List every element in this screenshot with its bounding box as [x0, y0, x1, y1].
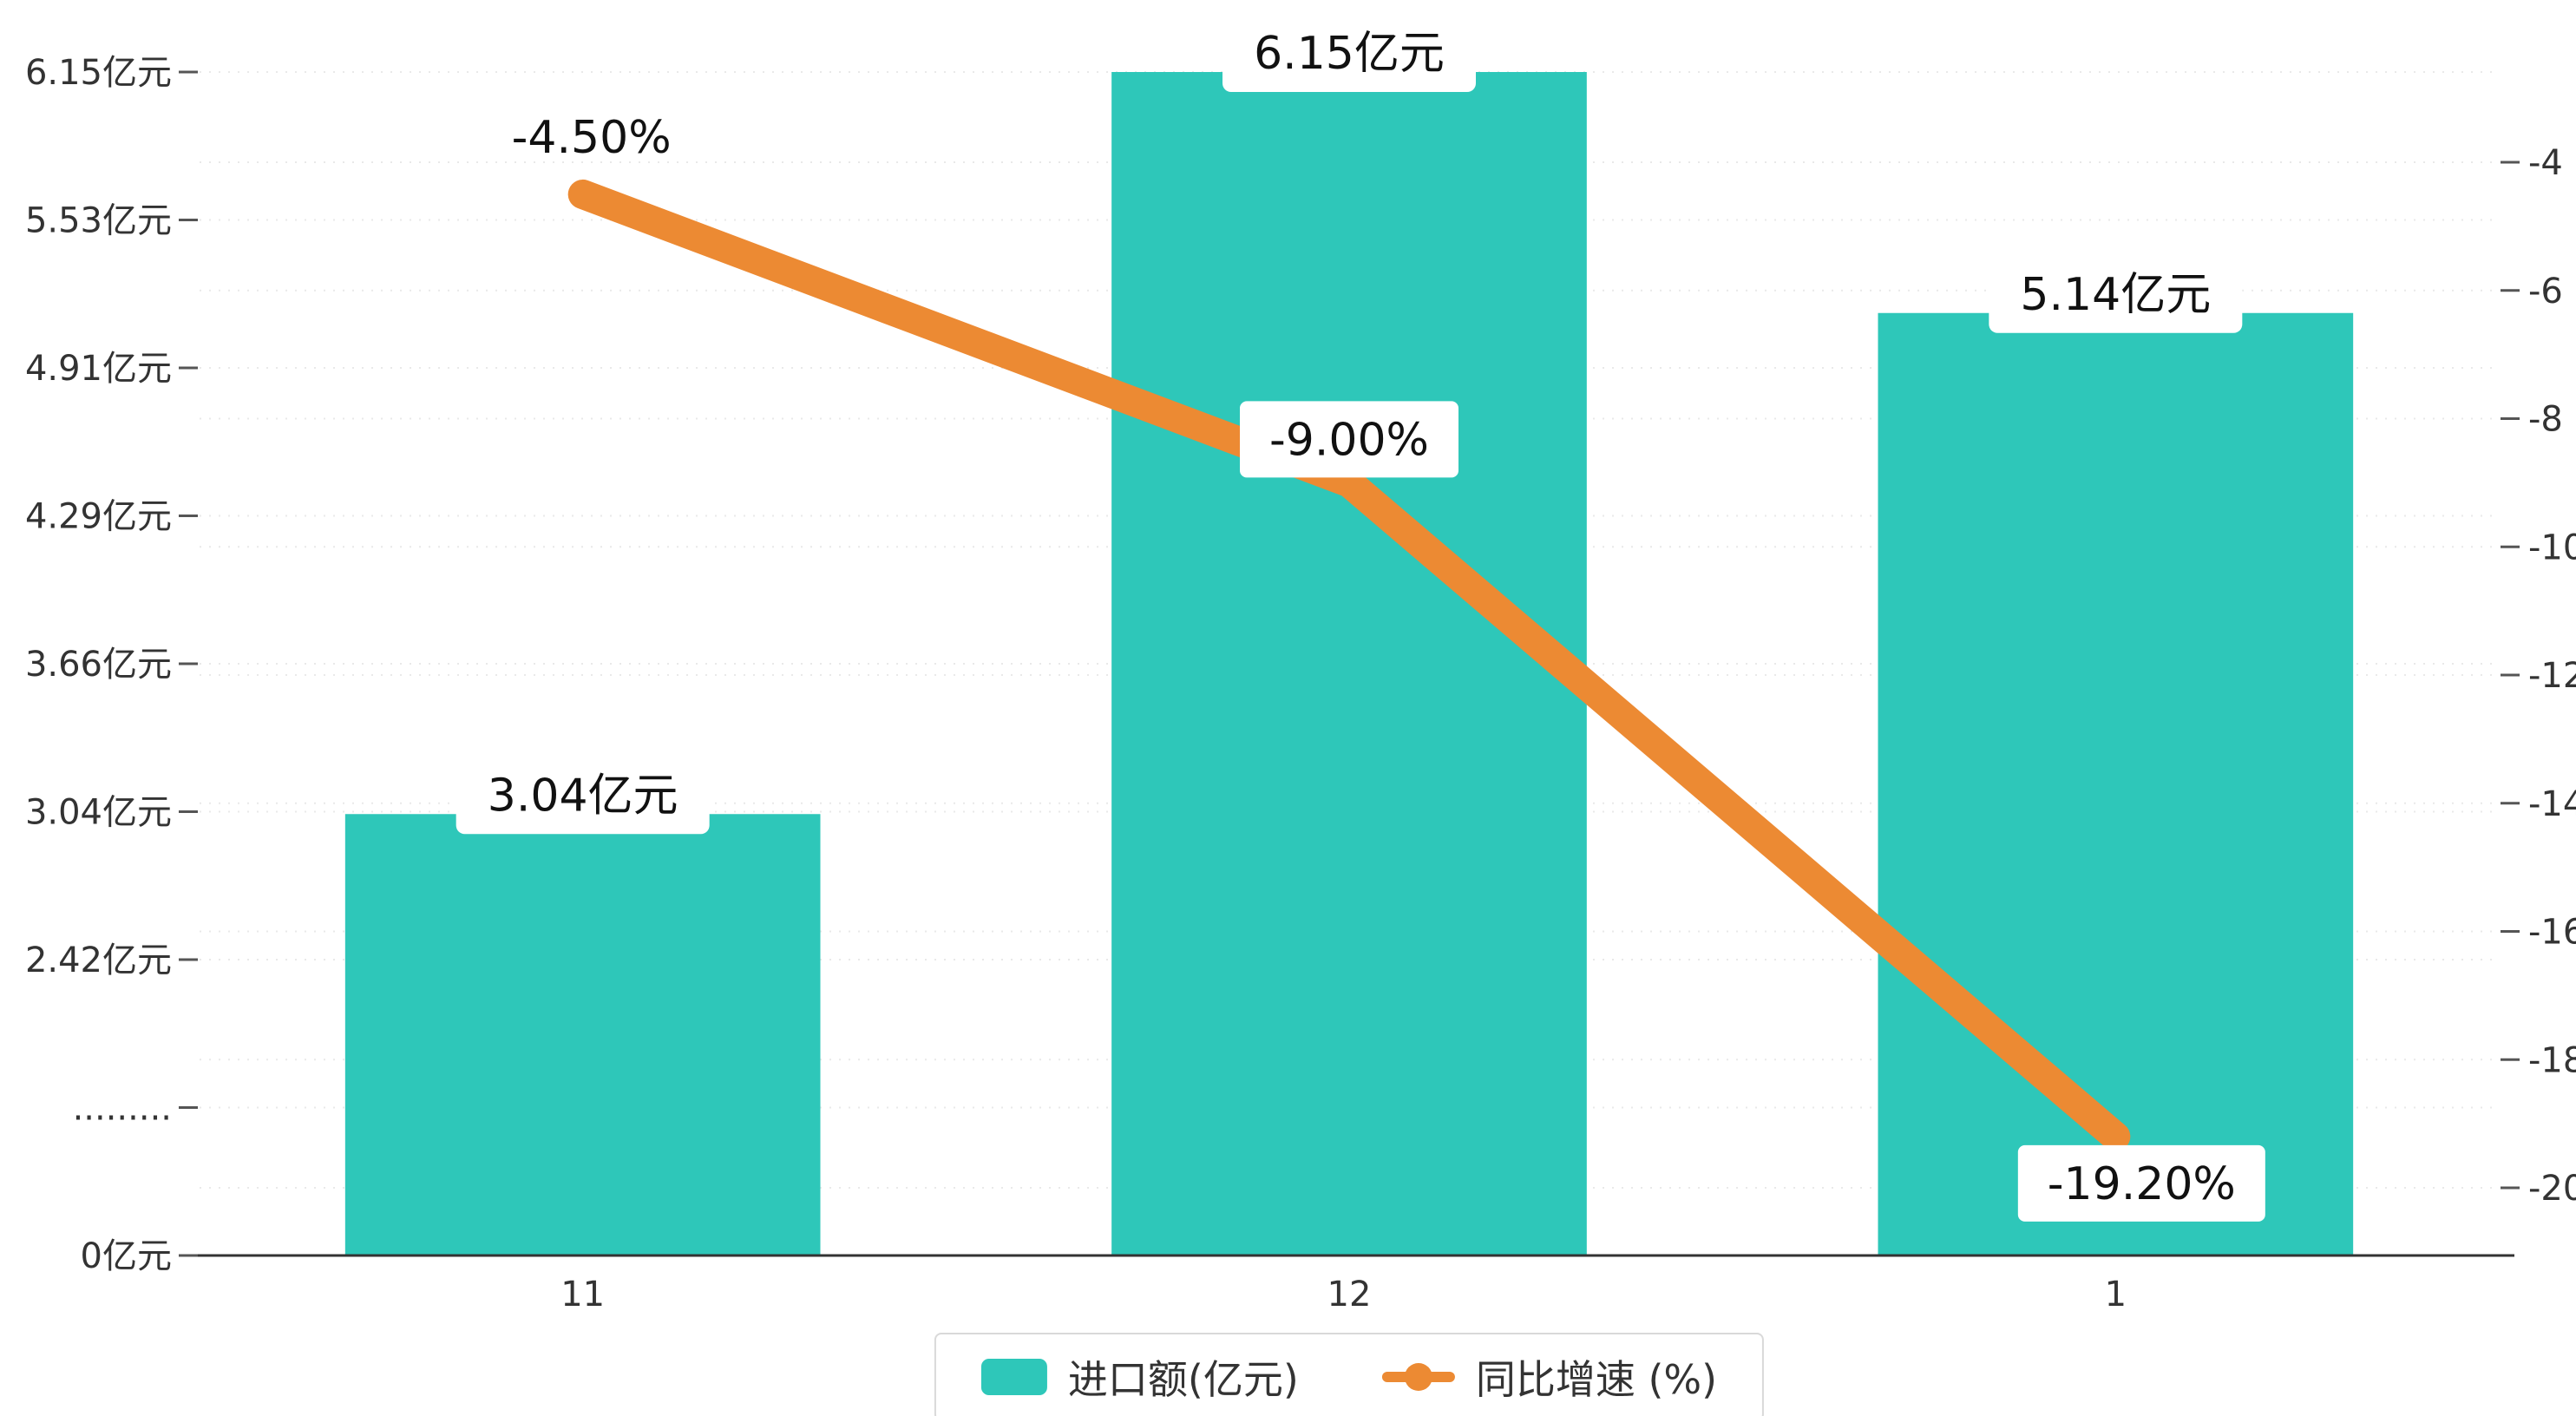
x-axis-tick-label: 1	[2105, 1275, 2127, 1314]
y-axis-left-tick-label: 6.15亿元	[25, 53, 172, 93]
bar-value-label: 5.14亿元	[2020, 269, 2211, 321]
y-axis-left-tick-label: 5.53亿元	[25, 201, 172, 241]
y-axis-right-tick-label: -18	[2528, 1040, 2576, 1080]
y-axis-right-tick-label: -14	[2528, 784, 2576, 824]
legend: 进口额(亿元) 同比增速 (%)	[934, 1333, 1765, 1416]
y-axis-right-tick-label: -20	[2528, 1169, 2576, 1209]
legend-item-growth[interactable]: 同比增速 (%)	[1381, 1348, 1718, 1406]
y-axis-left-tick-label: 0亿元	[81, 1236, 172, 1276]
y-axis-left-tick-label: .........	[73, 1089, 172, 1129]
bar-month-11[interactable]	[344, 814, 821, 1255]
bar-value-label: 3.04亿元	[488, 770, 678, 822]
line-value-label-box	[1240, 401, 1458, 478]
y-axis-left-tick-label: 2.42亿元	[25, 941, 172, 980]
legend-line-dot-icon	[1404, 1363, 1432, 1391]
legend-label-growth: 同比增速 (%)	[1475, 1356, 1718, 1403]
y-axis-left-tick-label: 4.91亿元	[25, 349, 172, 389]
growth-rate-line[interactable]	[567, 179, 2131, 1151]
bar-value-label: 6.15亿元	[1254, 28, 1445, 80]
y-axis-right-tick-label: -12	[2528, 656, 2576, 696]
y-axis-right-tick-label: -4	[2528, 143, 2563, 183]
legend-bar-swatch-icon	[980, 1359, 1047, 1395]
legend-label-import: 进口额(亿元)	[1067, 1356, 1299, 1403]
bar-month-1[interactable]	[1878, 312, 2354, 1255]
legend-line-swatch-icon	[1381, 1363, 1455, 1391]
x-axis-tick-label: 12	[1327, 1275, 1372, 1314]
x-axis-tick-label: 11	[560, 1275, 605, 1314]
y-axis-right-tick-label: -10	[2528, 528, 2576, 567]
legend-item-import[interactable]: 进口额(亿元)	[980, 1348, 1299, 1406]
y-axis-left-tick-label: 4.29亿元	[25, 497, 172, 537]
line-value-label-box	[2017, 1144, 2265, 1222]
y-axis-right-tick-label: -8	[2528, 400, 2563, 440]
y-axis-right-tick-label: -6	[2528, 272, 2563, 311]
y-axis-right-tick-label: -16	[2528, 913, 2576, 953]
line-value-label: -4.50%	[512, 112, 672, 164]
bar-value-label-box	[456, 756, 710, 835]
line-value-label: -9.00%	[1269, 414, 1429, 466]
bar-value-label-box	[1989, 254, 2243, 333]
bar-month-12[interactable]	[1111, 72, 1587, 1255]
y-axis-left-tick-label: 3.66亿元	[25, 645, 172, 685]
bar-value-label-box	[1222, 14, 1476, 92]
line-value-label: -19.20%	[2048, 1158, 2236, 1210]
y-axis-left-tick-label: 3.04亿元	[25, 793, 172, 833]
